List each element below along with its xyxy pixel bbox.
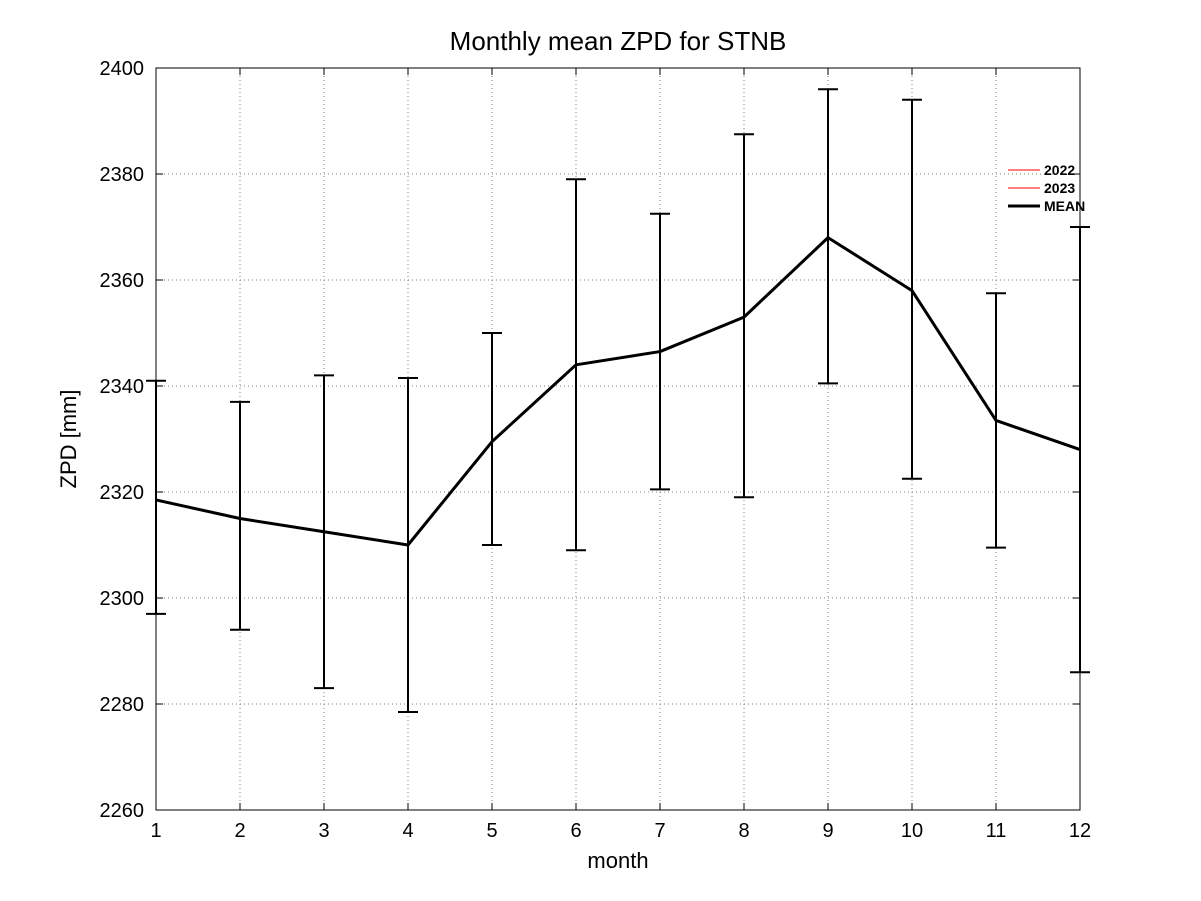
y-axis-label: ZPD [mm] [56, 390, 81, 489]
legend-label: 2022 [1044, 162, 1075, 178]
x-tick-label: 11 [986, 820, 1007, 842]
chart-title: Monthly mean ZPD for STNB [450, 26, 787, 56]
y-tick-label: 2260 [100, 800, 145, 822]
y-tick-label: 2380 [100, 164, 145, 186]
x-tick-label: 6 [570, 820, 581, 842]
x-tick-label: 9 [822, 820, 833, 842]
grid [156, 68, 1080, 810]
chart-svg: 123456789101112 226022802300232023402360… [0, 0, 1201, 901]
x-tick-label: 3 [318, 820, 329, 842]
x-axis-label: month [587, 848, 648, 873]
legend-label: 2023 [1044, 180, 1075, 196]
y-tick-label: 2320 [100, 482, 145, 504]
x-tick-label: 1 [150, 820, 161, 842]
x-ticks: 123456789101112 [150, 68, 1091, 842]
x-tick-label: 2 [234, 820, 245, 842]
y-tick-label: 2300 [100, 588, 145, 610]
y-tick-label: 2280 [100, 694, 145, 716]
x-tick-label: 10 [901, 820, 923, 842]
y-tick-label: 2400 [100, 58, 145, 80]
legend: 2022 2023 MEAN [1008, 162, 1085, 214]
mean-line [156, 238, 1080, 545]
legend-label: MEAN [1044, 198, 1085, 214]
axis-box [156, 68, 1080, 810]
y-tick-label: 2360 [100, 270, 145, 292]
y-tick-label: 2340 [100, 376, 145, 398]
x-tick-label: 5 [486, 820, 497, 842]
x-tick-label: 7 [654, 820, 665, 842]
x-tick-label: 8 [738, 820, 749, 842]
y-ticks: 2260 2280 2300 2320 2340 2360 2380 2400 [100, 58, 1081, 822]
chart-container: 123456789101112 226022802300232023402360… [0, 0, 1201, 901]
error-bars [146, 89, 1090, 712]
x-tick-label: 4 [402, 820, 413, 842]
x-tick-label: 12 [1069, 820, 1091, 842]
